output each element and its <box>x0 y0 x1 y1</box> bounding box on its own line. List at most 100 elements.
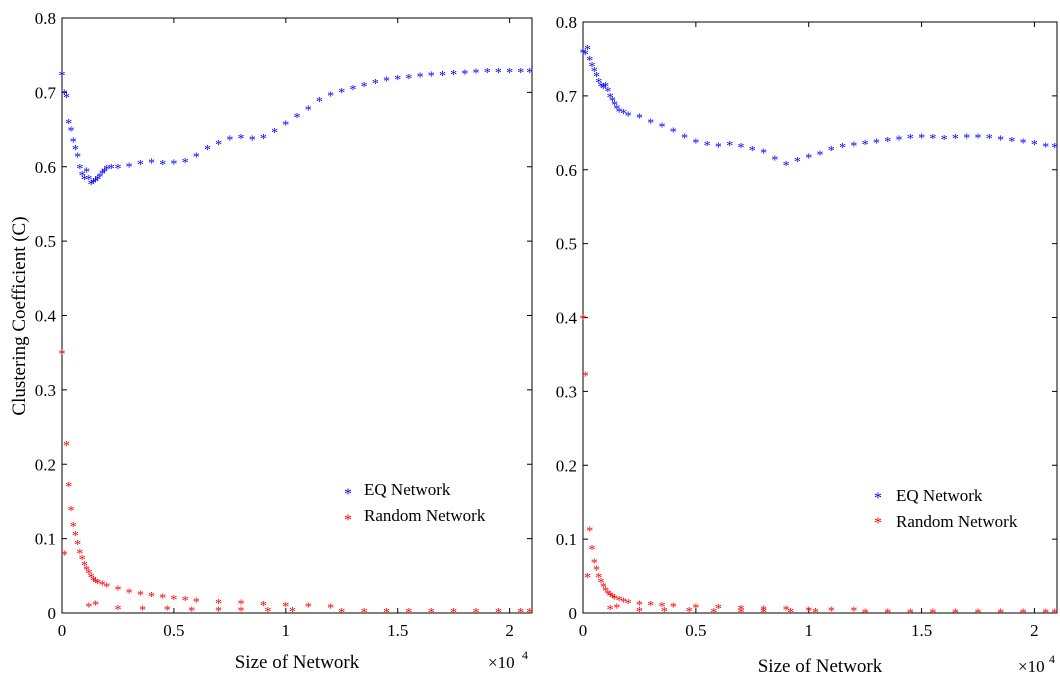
random-network-point: * <box>103 580 110 595</box>
eq-network-point: * <box>204 143 211 158</box>
random-network-point: * <box>193 595 200 610</box>
random-network-point: * <box>188 604 195 619</box>
random-network-point: * <box>92 576 99 591</box>
random-network-point: * <box>611 592 618 607</box>
left-y-tick-label: 0.1 <box>35 530 56 549</box>
random-network-point: * <box>215 604 222 619</box>
eq-network-point: * <box>92 175 99 190</box>
right-y-tick-label: 0.8 <box>556 13 577 32</box>
eq-network-point: * <box>394 73 401 88</box>
eq-network-point: * <box>90 177 97 192</box>
random-network-point: * <box>114 603 121 618</box>
random-network-point: * <box>361 606 368 621</box>
random-network-point: * <box>76 547 83 562</box>
eq-network-point: * <box>372 77 379 92</box>
eq-network-point: * <box>586 54 593 69</box>
eq-network-point: * <box>1008 135 1015 150</box>
eq-network-point: * <box>805 151 812 166</box>
eq-network-point: * <box>873 137 880 152</box>
eq-network-point: * <box>148 157 155 172</box>
left-x-axis-label: Size of Network <box>235 652 360 673</box>
left-y-tick-label: 0 <box>48 604 57 623</box>
eq-network-point: * <box>1020 137 1027 152</box>
eq-network-point: * <box>704 139 711 154</box>
eq-network-point: * <box>941 133 948 148</box>
eq-network-point: * <box>282 119 289 134</box>
random-network-point: * <box>428 606 435 621</box>
eq-network-point: * <box>97 171 104 186</box>
right-markers: * * * * * * * * * * * * * * * * * * * * * * * * * * * * * * * * * * * * * * * *… <box>580 43 1059 622</box>
eq-network-point: * <box>659 120 666 135</box>
random-network-point: * <box>783 604 790 619</box>
right-x-tick-label: 0 <box>579 621 588 640</box>
random-network-point: * <box>137 589 144 604</box>
right-y-tick-label: 0.2 <box>556 456 577 475</box>
eq-network-point: * <box>952 132 959 147</box>
random-network-point: * <box>81 559 88 574</box>
random-network-point: * <box>613 601 620 616</box>
eq-network-point: * <box>584 43 591 58</box>
random-network-point: * <box>65 480 72 495</box>
eq-network-point: * <box>61 87 68 102</box>
left-legend-marker-random: * <box>344 512 352 529</box>
random-network-point: * <box>63 439 70 454</box>
right-y-tick-label: 0.7 <box>556 87 578 106</box>
eq-network-point: * <box>215 138 222 153</box>
left-y-axis-label: Clustering Coefficient (C) <box>9 216 30 415</box>
eq-network-point: * <box>862 138 869 153</box>
eq-network-point: * <box>439 69 446 84</box>
eq-network-point: * <box>506 66 513 81</box>
eq-network-point: * <box>600 82 607 97</box>
eq-network-point: * <box>1031 138 1038 153</box>
eq-network-point: * <box>517 66 524 81</box>
random-network-point: * <box>473 606 480 621</box>
eq-network-point: * <box>182 156 189 171</box>
left-legend-label-random: Random Network <box>364 506 486 525</box>
eq-network-point: * <box>305 104 312 119</box>
left-y-tick-label: 0.5 <box>35 232 56 251</box>
eq-network-point: * <box>67 125 74 140</box>
right-x-multiplier: ×10 4 <box>1018 652 1055 676</box>
random-network-point: * <box>715 602 722 617</box>
eq-network-point: * <box>896 134 903 149</box>
left-x-tick-label: 0 <box>58 621 67 640</box>
random-network-point: * <box>647 599 654 614</box>
random-network-point: * <box>92 598 99 613</box>
left-x-tick-label: 1.5 <box>387 621 408 640</box>
eq-network-point: * <box>76 162 83 177</box>
eq-network-point: * <box>226 133 233 148</box>
random-network-point: * <box>828 604 835 619</box>
right-y-tick-label: 0.4 <box>556 309 578 328</box>
random-network-point: * <box>589 543 596 558</box>
eq-network-point: * <box>580 47 587 62</box>
random-network-point: * <box>85 601 92 616</box>
random-network-point: * <box>338 606 345 621</box>
right-y-tick-label: 0 <box>569 604 578 623</box>
eq-network-point: * <box>620 107 627 122</box>
random-network-point: * <box>139 604 146 619</box>
right-x-tick-label: 0.5 <box>685 621 706 640</box>
right-chart: 0 0.5 1 1.5 2 00.10.20.30.40.50.60.70.8 ****… <box>556 13 1058 677</box>
random-network-point: * <box>907 607 914 622</box>
eq-network-point: * <box>70 136 77 151</box>
eq-network-point: * <box>159 158 166 173</box>
eq-network-point: * <box>749 144 756 159</box>
eq-network-point: * <box>611 98 618 113</box>
random-network-point: * <box>670 601 677 616</box>
eq-network-point: * <box>907 132 914 147</box>
random-network-point: * <box>586 525 593 540</box>
random-network-point: * <box>812 606 819 621</box>
random-network-point: * <box>90 574 97 589</box>
eq-network-point: * <box>884 135 891 150</box>
eq-network-point: * <box>975 132 982 147</box>
eq-network-point: * <box>83 165 90 180</box>
right-legend-marker-eq: * <box>874 490 882 507</box>
eq-network-point: * <box>103 163 110 178</box>
eq-network-point: * <box>692 137 699 152</box>
random-network-point: * <box>659 600 666 615</box>
right-legend-label-eq: EQ Network <box>896 486 983 505</box>
eq-network-point: * <box>598 80 605 95</box>
random-network-point: * <box>59 348 66 363</box>
random-network-point: * <box>738 603 745 618</box>
eq-network-point: * <box>450 68 457 83</box>
